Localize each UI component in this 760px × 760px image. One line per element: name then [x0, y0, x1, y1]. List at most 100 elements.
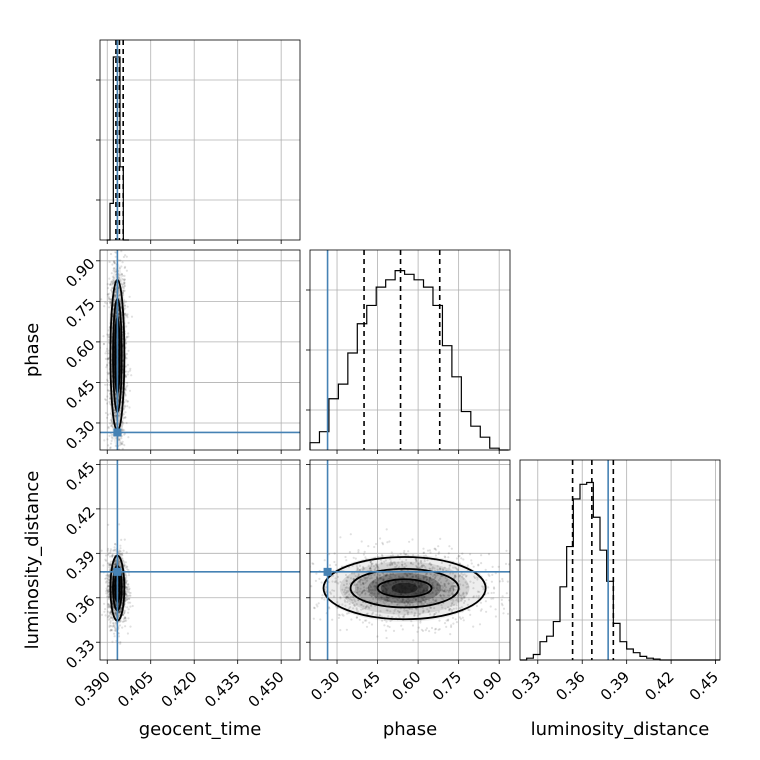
- density-shade: [380, 578, 429, 598]
- sample-point: [399, 591, 402, 594]
- sample-point: [449, 587, 452, 590]
- sample-point: [107, 589, 110, 592]
- sample-point: [402, 580, 405, 583]
- sample-point: [369, 604, 372, 607]
- sample-point: [127, 611, 130, 614]
- sample-point: [105, 592, 108, 595]
- sample-point: [323, 598, 326, 601]
- sample-point: [102, 342, 106, 345]
- sample-point: [123, 433, 126, 436]
- sample-point: [376, 598, 379, 601]
- sample-point: [107, 389, 110, 392]
- sample-point: [345, 596, 348, 600]
- sample-point: [126, 588, 129, 591]
- sample-point: [485, 579, 488, 582]
- sample-point: [359, 578, 362, 581]
- sample-point: [386, 599, 389, 602]
- sample-point: [417, 601, 420, 604]
- sample-point: [350, 618, 353, 621]
- sample-point: [114, 560, 117, 563]
- sample-point: [478, 623, 482, 626]
- sample-point: [422, 603, 425, 606]
- sample-point: [107, 553, 110, 556]
- sample-point: [501, 577, 504, 581]
- sample-point: [107, 373, 110, 376]
- sample-point: [110, 280, 113, 283]
- sample-point: [400, 585, 403, 588]
- sample-point: [126, 595, 129, 598]
- sample-point: [399, 576, 402, 579]
- sample-point: [109, 447, 112, 450]
- sample-point: [462, 619, 465, 622]
- sample-point: [112, 267, 115, 270]
- sample-point: [449, 633, 452, 636]
- sample-point: [121, 423, 124, 426]
- sample-point: [435, 586, 438, 589]
- sample-point: [406, 569, 409, 572]
- sample-point: [120, 607, 123, 610]
- density-luminosity_distance_vs_geocent_time: [100, 523, 134, 645]
- sample-point: [441, 606, 444, 609]
- sample-point: [106, 287, 110, 290]
- sample-point: [118, 293, 121, 296]
- sample-point: [410, 620, 413, 623]
- sample-point: [131, 604, 134, 608]
- truth-marker: [113, 567, 122, 576]
- sample-point: [352, 607, 355, 610]
- sample-point: [455, 599, 458, 602]
- sample-point: [439, 584, 442, 588]
- sample-point: [379, 599, 382, 602]
- sample-point: [360, 540, 363, 543]
- sample-point: [408, 607, 411, 611]
- sample-point: [110, 280, 113, 283]
- sample-point: [390, 601, 393, 604]
- sample-point: [111, 275, 114, 278]
- sample-point: [405, 573, 408, 576]
- sample-point: [125, 576, 128, 579]
- sample-point: [401, 628, 404, 631]
- sample-point: [110, 420, 113, 423]
- sample-point: [420, 597, 423, 600]
- sample-point: [466, 603, 469, 606]
- sample-point: [370, 605, 373, 608]
- sample-point: [456, 596, 460, 599]
- sample-point: [104, 558, 107, 561]
- sample-point: [375, 613, 378, 617]
- sample-point: [484, 600, 487, 603]
- sample-point: [396, 554, 400, 557]
- sample-point: [415, 592, 418, 595]
- sample-point: [447, 556, 450, 559]
- sample-point: [433, 573, 436, 576]
- sample-point: [403, 553, 406, 556]
- sample-point: [109, 610, 112, 614]
- sample-point: [436, 573, 439, 576]
- sample-point: [107, 413, 110, 416]
- sample-point: [107, 616, 110, 619]
- sample-point: [341, 613, 344, 616]
- sample-point: [121, 557, 124, 560]
- sample-point: [403, 562, 407, 565]
- sample-point: [114, 291, 118, 294]
- sample-point: [413, 614, 416, 617]
- sample-point: [366, 579, 369, 582]
- sample-point: [502, 612, 505, 615]
- sample-point: [111, 437, 114, 440]
- sample-point: [118, 621, 121, 624]
- sample-point: [401, 576, 405, 579]
- sample-point: [385, 592, 388, 595]
- sample-point: [117, 635, 121, 638]
- sample-point: [412, 554, 415, 557]
- sample-point: [382, 600, 385, 604]
- sample-point: [422, 564, 425, 567]
- sample-point: [458, 616, 461, 619]
- sample-point: [393, 593, 396, 596]
- sample-point: [377, 592, 380, 595]
- sample-point: [125, 342, 128, 345]
- sample-point: [357, 610, 360, 613]
- sample-point: [379, 614, 382, 618]
- sample-point: [123, 429, 126, 432]
- sample-point: [389, 583, 392, 586]
- sample-point: [350, 599, 354, 602]
- sample-point: [455, 557, 458, 560]
- sample-point: [118, 562, 121, 566]
